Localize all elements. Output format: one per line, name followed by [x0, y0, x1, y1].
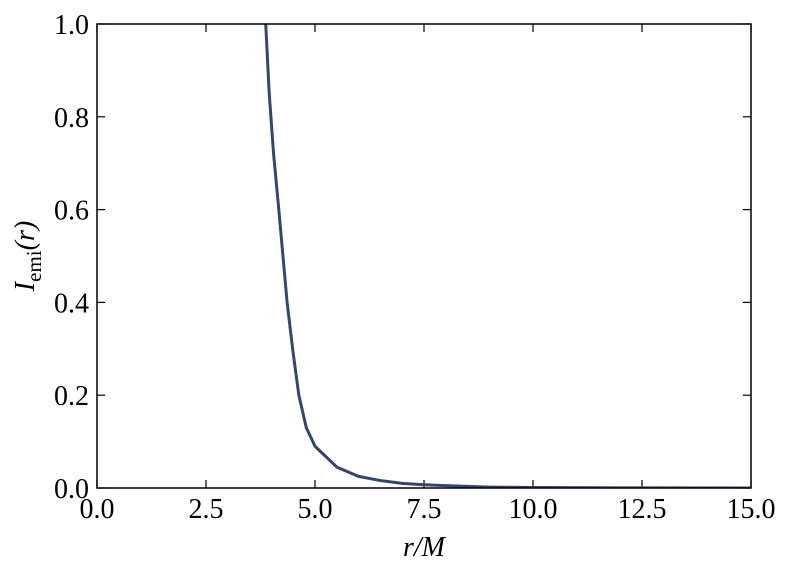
x-tick-label: 10.0: [509, 494, 558, 525]
y-label-main: I: [10, 280, 41, 292]
x-tick-label: 5.0: [298, 494, 333, 525]
y-axis-label: Iemi(r): [10, 221, 46, 292]
x-tick-label: 2.5: [189, 494, 224, 525]
x-axis-label: r/M: [403, 532, 447, 563]
y-tick-label: 0.2: [54, 381, 89, 412]
y-label-rest: (r): [10, 221, 41, 251]
data-line: [264, 24, 751, 488]
y-label-sub: emi: [22, 250, 46, 282]
y-tick-label: 0.6: [54, 196, 89, 227]
y-tick-label: 0.4: [54, 288, 89, 319]
x-tick-label: 12.5: [618, 494, 667, 525]
plot-frame: [96, 23, 752, 489]
y-tick-label: 1.0: [54, 10, 89, 41]
x-tick-label: 7.5: [407, 494, 442, 525]
x-tick-label: 15.0: [727, 494, 776, 525]
x-tick-label: 0.0: [80, 494, 115, 525]
y-tick-label: 0.0: [54, 474, 89, 505]
y-tick-label: 0.8: [54, 103, 89, 134]
